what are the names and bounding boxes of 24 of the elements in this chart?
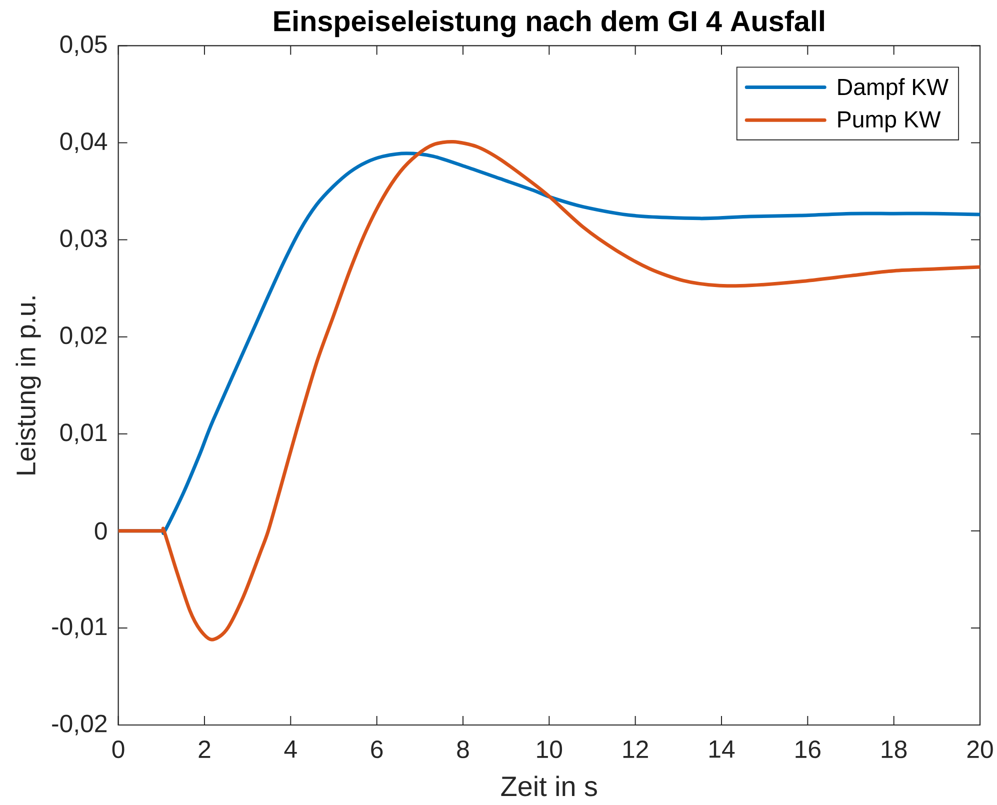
x-axis-title: Zeit in s	[501, 776, 597, 796]
y-tick-label: 0,03	[60, 229, 107, 250]
y-tick-label: 0,05	[60, 35, 107, 56]
chart-title: Einspeiseleistung nach dem GI 4 Ausfall	[274, 10, 824, 38]
x-tick-label: 4	[284, 740, 297, 758]
y-tick-label: 0,04	[60, 132, 108, 154]
x-tick-label: 12	[623, 740, 648, 758]
x-tick-label: 2	[198, 740, 210, 758]
y-tick-label: -0,01	[52, 618, 107, 638]
x-tick-label: 14	[710, 740, 735, 758]
x-tick-label: 10	[537, 740, 562, 758]
y-tick-label: 0,02	[60, 326, 107, 348]
y-axis-title: Leistung in p.u.	[16, 296, 41, 474]
x-tick-label: 0	[112, 740, 124, 758]
x-tick-label: 16	[796, 740, 820, 758]
x-tick-label: 18	[882, 740, 907, 758]
x-tick-label: 6	[371, 740, 383, 758]
legend-label: Pump KW	[838, 111, 941, 132]
x-tick-label: 20	[967, 740, 993, 758]
x-tick-label: 8	[457, 740, 469, 758]
y-tick-label: -0,02	[52, 714, 107, 736]
legend-label: Dampf KW	[838, 78, 948, 100]
y-tick-label: 0,01	[60, 424, 107, 444]
y-tick-label: 0	[94, 522, 107, 540]
